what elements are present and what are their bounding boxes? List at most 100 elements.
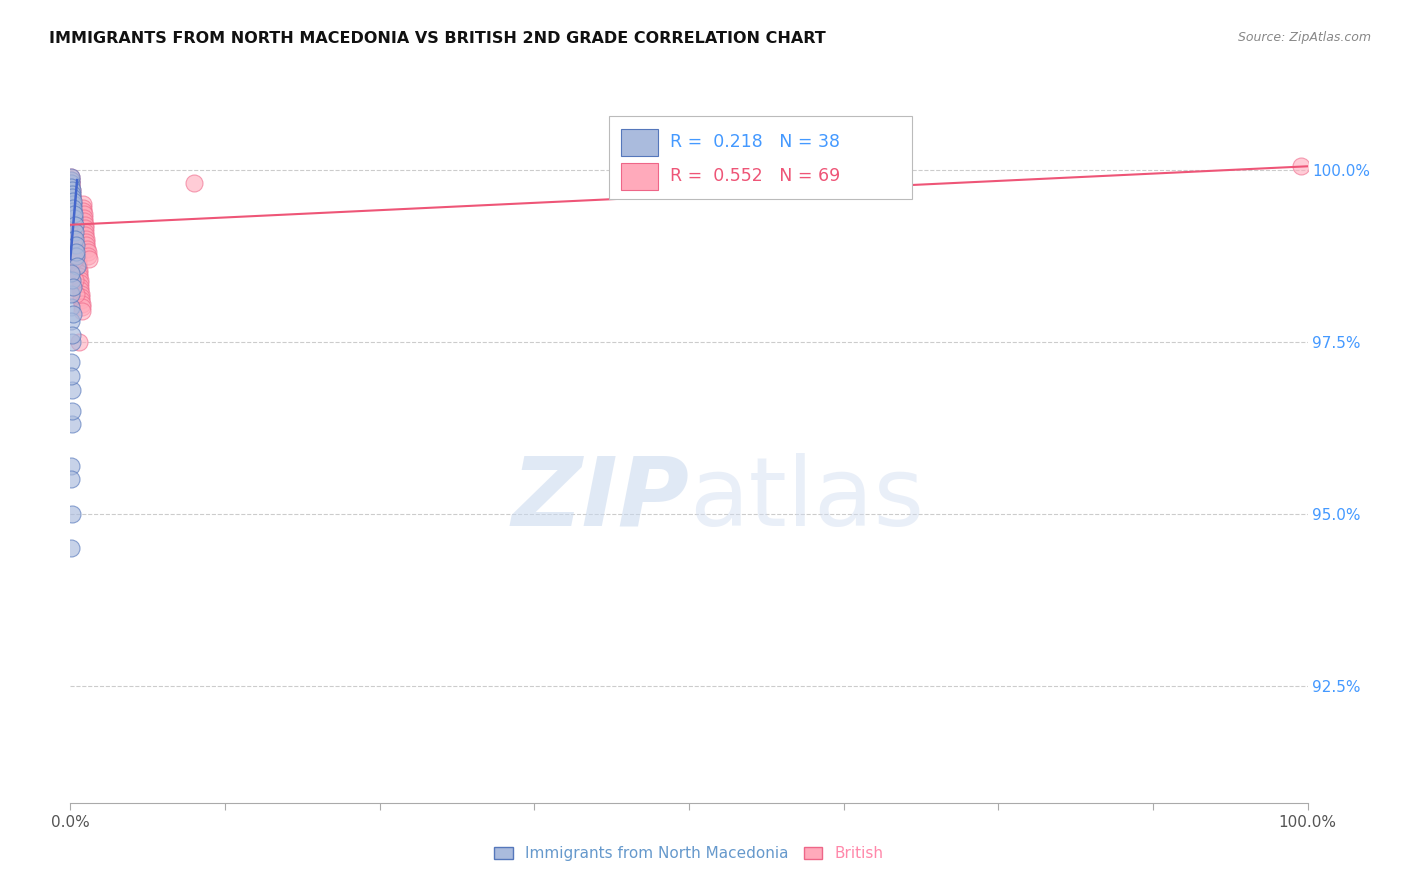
Point xyxy=(75,238,97,252)
Text: Source: ZipAtlas.com: Source: ZipAtlas.com xyxy=(1237,31,1371,45)
Point xyxy=(60,190,83,204)
Point xyxy=(60,403,83,417)
Point xyxy=(60,541,83,556)
Point xyxy=(66,259,89,273)
Point xyxy=(60,183,83,197)
Point xyxy=(60,183,83,197)
Point xyxy=(65,238,87,252)
Point xyxy=(60,301,83,315)
Point xyxy=(60,180,83,194)
Point xyxy=(63,211,86,225)
Point xyxy=(67,259,90,273)
Point xyxy=(62,201,84,215)
Point xyxy=(63,225,86,239)
Point xyxy=(72,201,94,215)
Legend: Immigrants from North Macedonia, British: Immigrants from North Macedonia, British xyxy=(488,840,890,867)
Point xyxy=(60,327,83,342)
Point xyxy=(70,297,93,311)
Point xyxy=(73,207,96,221)
Point xyxy=(65,273,87,287)
Point xyxy=(63,218,86,232)
Point xyxy=(183,177,205,191)
Text: atlas: atlas xyxy=(689,453,924,546)
Point xyxy=(69,283,91,297)
Point xyxy=(73,218,96,232)
Point xyxy=(60,286,83,301)
Point xyxy=(77,249,100,263)
Point xyxy=(75,235,97,249)
Text: IMMIGRANTS FROM NORTH MACEDONIA VS BRITISH 2ND GRADE CORRELATION CHART: IMMIGRANTS FROM NORTH MACEDONIA VS BRITI… xyxy=(49,31,825,46)
Point xyxy=(62,207,84,221)
Point xyxy=(60,355,83,369)
Point xyxy=(63,238,86,252)
Point xyxy=(62,201,84,215)
Point xyxy=(62,204,84,219)
Point xyxy=(65,228,87,243)
Point xyxy=(60,369,83,384)
Point xyxy=(62,197,84,211)
Point xyxy=(65,238,87,252)
FancyBboxPatch shape xyxy=(621,162,658,190)
Point xyxy=(69,273,91,287)
Point xyxy=(69,286,91,301)
Point xyxy=(63,218,86,232)
Point xyxy=(62,211,84,225)
FancyBboxPatch shape xyxy=(609,117,911,200)
Point xyxy=(63,211,86,225)
Point xyxy=(62,204,84,219)
Point xyxy=(62,231,84,245)
Point xyxy=(60,177,83,191)
Point xyxy=(66,249,89,263)
Point xyxy=(66,242,89,256)
Point xyxy=(60,177,83,191)
Point xyxy=(60,417,83,432)
Point xyxy=(72,303,94,318)
Point xyxy=(60,472,83,486)
Point xyxy=(75,231,97,245)
Point xyxy=(67,269,90,284)
Point xyxy=(73,211,96,225)
Point xyxy=(67,266,90,280)
Point xyxy=(70,290,93,304)
Point xyxy=(66,252,89,267)
Point xyxy=(60,383,83,397)
Point xyxy=(65,245,87,260)
Point xyxy=(62,194,84,208)
Point xyxy=(70,293,93,308)
Point xyxy=(76,242,98,256)
Point xyxy=(65,225,87,239)
Point xyxy=(65,249,87,263)
Point xyxy=(65,231,87,245)
Text: R =  0.218   N = 38: R = 0.218 N = 38 xyxy=(671,134,841,152)
Point xyxy=(59,169,82,184)
Point xyxy=(60,177,83,191)
Point xyxy=(75,228,97,243)
Point xyxy=(59,173,82,187)
Point xyxy=(65,235,87,249)
Point xyxy=(66,255,89,269)
Point xyxy=(60,273,83,287)
Point xyxy=(59,314,82,328)
Point xyxy=(1291,159,1313,173)
Point xyxy=(59,190,82,204)
Point xyxy=(63,221,86,235)
Point xyxy=(62,207,84,221)
Point xyxy=(65,231,87,245)
Point xyxy=(59,173,82,187)
Point xyxy=(70,301,93,315)
Point xyxy=(59,266,82,280)
Point xyxy=(65,286,87,301)
Point xyxy=(73,221,96,235)
Point xyxy=(69,279,91,293)
Point xyxy=(76,245,98,260)
Point xyxy=(63,214,86,228)
Point xyxy=(77,252,100,267)
Point xyxy=(66,245,89,260)
Point xyxy=(63,252,86,267)
Point xyxy=(75,225,97,239)
Point xyxy=(60,190,83,204)
Point xyxy=(60,458,83,473)
Text: R =  0.552   N = 69: R = 0.552 N = 69 xyxy=(671,168,841,186)
Point xyxy=(62,194,84,208)
Point xyxy=(62,307,84,321)
